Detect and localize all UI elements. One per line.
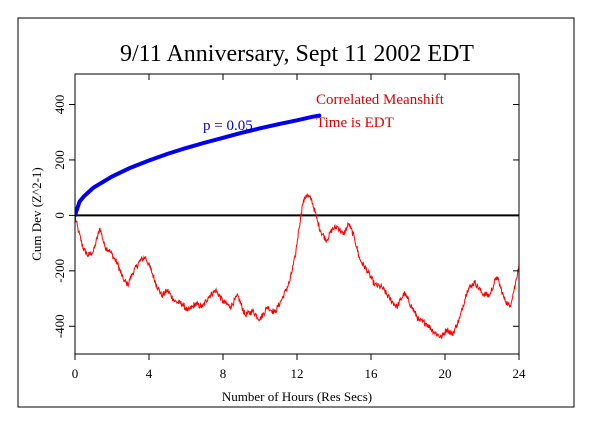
legend-correlated-meanshift: Correlated Meanshift — [316, 92, 445, 108]
x-tick-label: 24 — [513, 366, 527, 381]
cumdev-line — [75, 192, 519, 339]
x-tick-label: 4 — [146, 366, 153, 381]
chart-title: 9/11 Anniversary, Sept 11 2002 EDT — [120, 41, 474, 67]
x-tick-label: 8 — [220, 366, 227, 381]
y-tick-label: 400 — [52, 95, 67, 115]
x-tick-label: 16 — [365, 366, 379, 381]
legend-time-is-edt: Time is EDT — [316, 115, 394, 131]
x-axis: 0 4 8 12 16 20 24 — [72, 74, 526, 381]
x-tick-label: 0 — [72, 366, 79, 381]
outer-frame — [17, 17, 575, 408]
y-tick-label: 0 — [52, 212, 67, 219]
y-tick-label: 200 — [52, 150, 67, 170]
x-tick-label: 12 — [291, 366, 304, 381]
x-axis-label: Number of Hours (Res Secs) — [222, 389, 372, 404]
y-axis-label: Cum Dev (Z^2-1) — [29, 167, 44, 260]
y-axis: -400 -200 0 200 400 — [52, 95, 519, 338]
x-tick-label: 20 — [439, 366, 452, 381]
envelope-line — [75, 113, 322, 218]
y-tick-label: -200 — [52, 259, 67, 283]
probability-annotation: p = 0.05 — [203, 118, 253, 134]
y-tick-label: -400 — [52, 314, 67, 338]
